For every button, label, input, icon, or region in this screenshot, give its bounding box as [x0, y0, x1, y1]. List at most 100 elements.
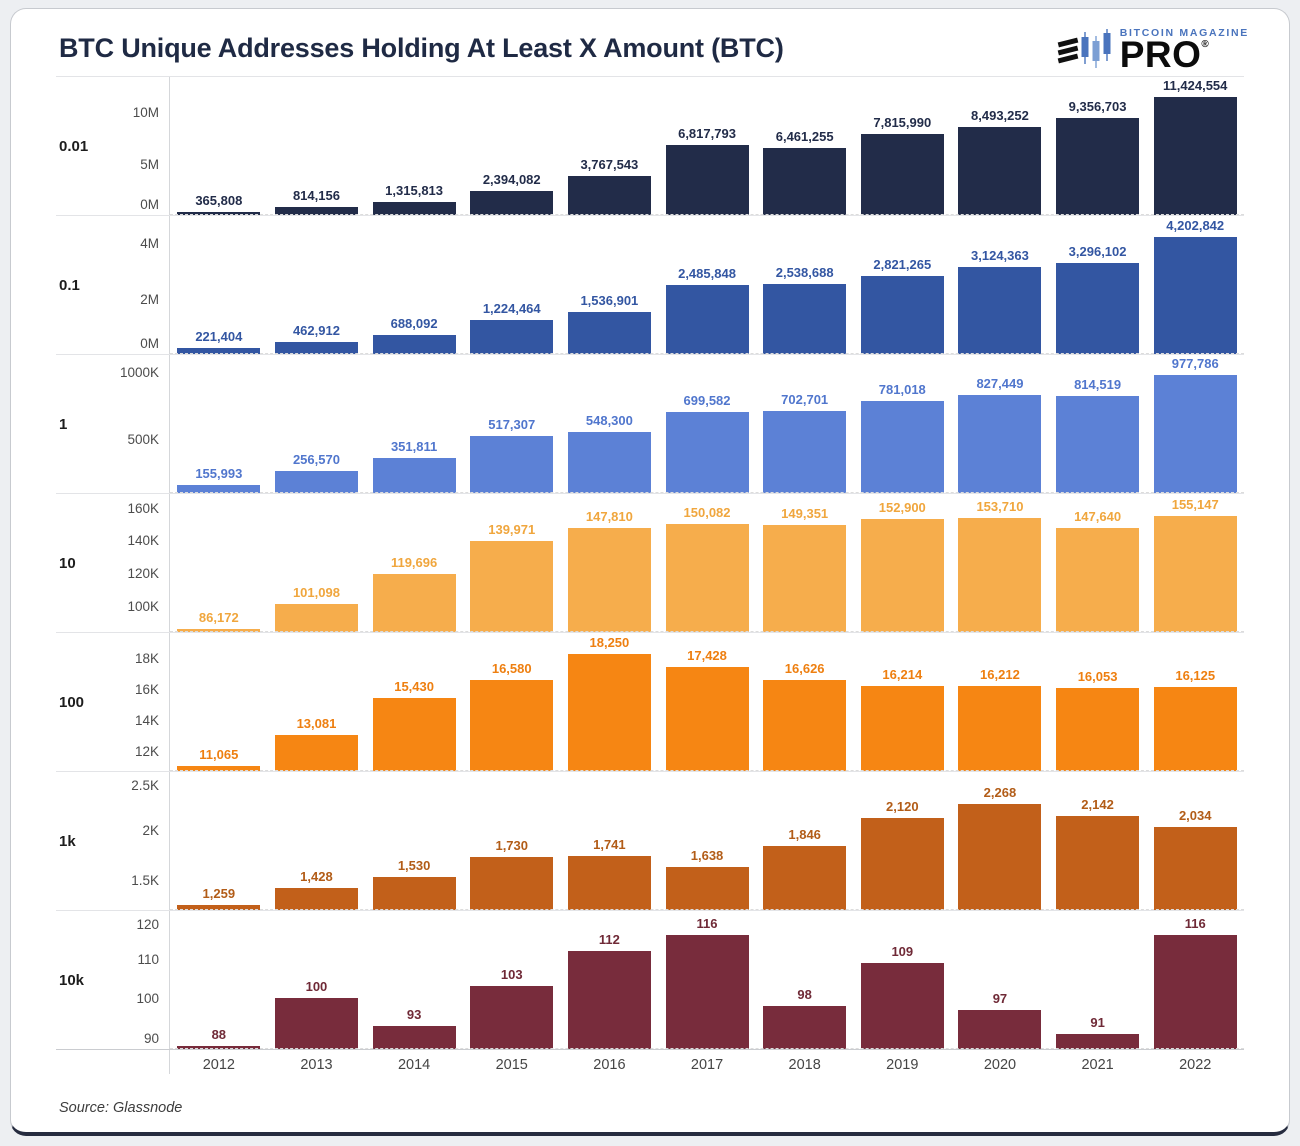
bar-100-2017	[665, 667, 749, 772]
bar-cell-2013: 101,098	[268, 494, 366, 633]
bar-cell-2013: 100	[268, 911, 366, 1050]
bar-cell-2018: 1,846	[756, 772, 854, 911]
bar-1-2021	[1056, 396, 1140, 494]
plot-area: 365,808 814,156 1,315,813 2,394,082 3,767,54…	[169, 77, 1244, 216]
bar-10k-2014	[372, 1025, 456, 1050]
bar-value-label: 827,449	[976, 375, 1024, 391]
bar-1-2020	[958, 394, 1042, 494]
x-tick-label-2017: 2017	[690, 1057, 724, 1074]
bar-100-2021	[1056, 688, 1140, 772]
bar-cell-2020: 153,710	[951, 494, 1049, 633]
bar-cell-2019: 109	[853, 911, 951, 1050]
bar-cell-2016: 548,300	[561, 355, 659, 494]
bar-10k-2015	[470, 986, 554, 1050]
bar-value-label: 6,461,255	[775, 129, 834, 145]
bar-value-label: 15,430	[394, 679, 434, 695]
bar-value-label: 88	[211, 1026, 227, 1042]
bar-value-label: 1,224,464	[482, 301, 541, 317]
bar-cell-2017: 17,428	[658, 633, 756, 772]
bar-cell-2013: 462,912	[268, 216, 366, 355]
y-axis: 500K 1000K	[111, 355, 169, 493]
bar-value-label: 86,172	[198, 609, 239, 625]
plot-area: 155,993 256,570 351,811 517,307 548,300 699,5…	[169, 355, 1244, 494]
bar-cell-2021: 2,142	[1049, 772, 1147, 911]
y-axis: 1.5K 2K 2.5K	[111, 772, 169, 910]
plot-area: 86,172 101,098 119,696 139,971 147,810 150,08…	[169, 494, 1244, 633]
bar-value-label: 2,485,848	[678, 266, 736, 282]
bar-value-label: 147,640	[1074, 508, 1122, 524]
y-tick-label: 0M	[140, 197, 159, 213]
bar-value-label: 16,212	[980, 666, 1020, 682]
bar-value-label: 150,082	[683, 504, 731, 520]
bar-cell-2016: 18,250	[561, 633, 659, 772]
bar-cell-2014: 1,530	[365, 772, 463, 911]
source-note: Source: Glassnode	[59, 1100, 183, 1117]
bar-cell-2019: 2,120	[853, 772, 951, 911]
bar-value-label: 93	[406, 1006, 422, 1022]
plot-cells: 11,065 13,081 15,430 16,580 18,250 17,428 16,6…	[170, 633, 1244, 772]
bar-value-label: 781,018	[878, 381, 926, 397]
plot-cells: 155,993 256,570 351,811 517,307 548,300 699,5…	[170, 355, 1244, 494]
bar-cell-2020: 3,124,363	[951, 216, 1049, 355]
bar-cell-2016: 112	[561, 911, 659, 1050]
bar-value-label: 16,580	[491, 661, 532, 677]
bar-10-2021	[1056, 527, 1140, 633]
y-tick-label: 100	[136, 991, 159, 1007]
bar-cell-2018: 702,701	[756, 355, 854, 494]
bar-cell-2016: 1,536,901	[561, 216, 659, 355]
bar-10k-2020	[958, 1010, 1042, 1050]
y-axis: 12K 14K 16K 18K	[111, 633, 169, 771]
y-tick-label: 90	[143, 1030, 159, 1046]
bar-cell-2020: 16,212	[951, 633, 1049, 772]
bar-cell-2017: 2,485,848	[658, 216, 756, 355]
bar-1k-2018	[763, 845, 847, 911]
y-tick-label: 120	[136, 917, 159, 933]
y-axis: 0M 2M 4M	[111, 216, 169, 354]
chart-row-0.01: 0.01 0M 5M 10M 365,808 814,156 1,315,813 2,394,…	[56, 76, 1244, 216]
bar-1-2013	[274, 471, 358, 494]
bar-cell-2020: 8,493,252	[951, 77, 1049, 216]
bar-value-label: 103	[500, 967, 523, 983]
bar-cell-2020: 827,449	[951, 355, 1049, 494]
bar-cell-2015: 16,580	[463, 633, 561, 772]
bar-1-2019	[860, 400, 944, 494]
bar-0.01-2022	[1153, 96, 1237, 216]
y-tick-label: 160K	[127, 500, 159, 516]
bar-value-label: 155,993	[195, 465, 243, 481]
bar-value-label: 116	[1184, 916, 1206, 932]
bar-cell-2012: 221,404	[170, 216, 268, 355]
y-tick-label: 110	[137, 951, 159, 967]
bar-cell-2015: 2,394,082	[463, 77, 561, 216]
chart-row-0.1: 0.1 0M 2M 4M 221,404 462,912 688,092 1,224,464 1…	[56, 215, 1244, 355]
threshold-label: 1	[59, 415, 68, 433]
bar-value-label: 814,519	[1074, 377, 1122, 393]
y-tick-label: 2.5K	[131, 778, 159, 794]
bar-cell-2014: 351,811	[365, 355, 463, 494]
y-tick-label: 2M	[140, 291, 159, 307]
bar-cell-2022: 11,424,554	[1146, 77, 1244, 216]
bar-value-label: 1,741	[593, 837, 626, 853]
threshold-label: 10k	[59, 971, 85, 989]
bar-value-label: 702,701	[781, 392, 829, 408]
bar-0.1-2018	[763, 283, 847, 355]
bar-value-label: 1,428	[300, 868, 333, 884]
bar-1k-2019	[860, 818, 944, 911]
bar-100-2012	[177, 765, 261, 772]
chart-row-10: 10 100K 120K 140K 160K 86,172 101,098 119,696 13…	[56, 493, 1244, 633]
bar-value-label: 11,424,554	[1163, 77, 1228, 93]
y-axis: 0M 5M 10M	[111, 77, 169, 215]
bar-value-label: 4,202,842	[1166, 218, 1225, 234]
bar-value-label: 6,817,793	[678, 125, 736, 141]
bar-value-label: 2,268	[983, 784, 1017, 800]
plot-area: 11,065 13,081 15,430 16,580 18,250 17,428 16,6…	[169, 633, 1244, 772]
plot-cells: 86,172 101,098 119,696 139,971 147,810 150,08…	[170, 494, 1244, 633]
bar-cell-2015: 139,971	[463, 494, 561, 633]
bar-cell-2022: 4,202,842	[1146, 216, 1244, 355]
bar-10k-2017	[665, 935, 749, 1050]
bar-cell-2022: 116	[1146, 911, 1244, 1050]
bar-10k-2012	[177, 1045, 261, 1050]
bar-100-2013	[274, 734, 358, 772]
bar-value-label: 1,730	[495, 838, 529, 854]
bar-1k-2013	[274, 887, 358, 911]
bar-value-label: 16,214	[882, 666, 923, 682]
